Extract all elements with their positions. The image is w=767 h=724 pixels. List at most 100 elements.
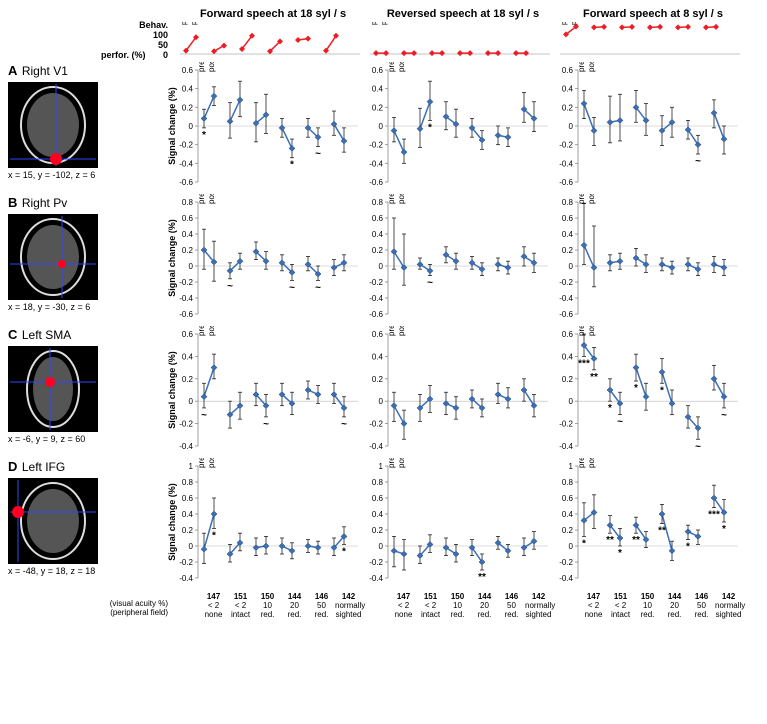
behavioral-row: Behav. perfor. (%) 100 50 0 prepost pre p… bbox=[8, 22, 759, 58]
region-row-C: C Left SMAx = -6, y = 9, z = 60Signal ch… bbox=[8, 326, 759, 454]
panel-title: Right Pv bbox=[22, 196, 67, 210]
svg-text:*: * bbox=[202, 130, 206, 141]
svg-text:~: ~ bbox=[289, 282, 295, 293]
svg-text:0.2: 0.2 bbox=[562, 375, 574, 384]
chart-C-3: -0.4-0.200.20.40.6******~**~~prepost bbox=[554, 326, 744, 454]
svg-text:0.4: 0.4 bbox=[182, 510, 194, 519]
svg-text:-0.6: -0.6 bbox=[179, 310, 193, 319]
chart-A-3: -0.6-0.4-0.200.20.40.6~prepost bbox=[554, 62, 744, 190]
col-header-1: Forward speech at 18 syl / s bbox=[178, 8, 368, 20]
svg-text:~: ~ bbox=[341, 419, 347, 430]
svg-text:0: 0 bbox=[189, 542, 194, 551]
participant-label: 151< 2intact bbox=[607, 592, 634, 619]
svg-text:0.2: 0.2 bbox=[372, 375, 384, 384]
svg-text:*: * bbox=[608, 403, 612, 414]
svg-text:pre: pre bbox=[577, 458, 586, 468]
svg-text:*: * bbox=[290, 160, 294, 171]
chart-D-1: Signal change (%)-0.4-0.200.20.40.60.81*… bbox=[174, 458, 364, 586]
coords-D: x = -48, y = 18, z = 18 bbox=[8, 566, 168, 576]
svg-text:pre: pre bbox=[197, 62, 206, 72]
panel-letter: D bbox=[8, 459, 17, 474]
svg-text:post: post bbox=[587, 458, 596, 468]
behav-label: Behav. perfor. (%) 100 50 0 bbox=[8, 20, 174, 60]
svg-text:0.8: 0.8 bbox=[182, 198, 194, 207]
svg-text:-0.2: -0.2 bbox=[369, 278, 383, 287]
svg-text:post: post bbox=[397, 326, 406, 336]
participant-label: 14420red. bbox=[471, 592, 498, 619]
chart-C-1: Signal change (%)-0.4-0.200.20.40.6~~~pr… bbox=[174, 326, 364, 454]
ylabel: Signal change (%) bbox=[167, 219, 177, 297]
svg-text:-0.4: -0.4 bbox=[559, 294, 573, 303]
chart-B-3: -0.6-0.4-0.200.20.40.60.8prepost bbox=[554, 194, 744, 322]
svg-text:-0.2: -0.2 bbox=[179, 558, 193, 567]
svg-text:-0.2: -0.2 bbox=[369, 141, 383, 150]
svg-text:pre: pre bbox=[371, 22, 378, 25]
svg-text:0.6: 0.6 bbox=[182, 330, 194, 339]
chart-B-1: Signal change (%)-0.6-0.4-0.200.20.40.60… bbox=[174, 194, 364, 322]
xaxis-cell-1: 147< 2none151< 2intact15010red.14420red.… bbox=[174, 592, 364, 619]
svg-text:-0.6: -0.6 bbox=[179, 178, 193, 187]
brain-thumb-A bbox=[8, 82, 98, 168]
svg-text:~: ~ bbox=[227, 281, 233, 292]
svg-text:pre: pre bbox=[387, 458, 396, 468]
svg-text:-0.6: -0.6 bbox=[369, 310, 383, 319]
participant-label: 15010red. bbox=[444, 592, 471, 619]
region-left-C: C Left SMAx = -6, y = 9, z = 60 bbox=[8, 326, 174, 454]
svg-text:-0.2: -0.2 bbox=[369, 558, 383, 567]
svg-text:1: 1 bbox=[189, 462, 194, 471]
chart-D-3: -0.4-0.200.20.40.60.81*************prepo… bbox=[554, 458, 744, 586]
svg-text:pre: pre bbox=[181, 22, 188, 25]
svg-text:-0.4: -0.4 bbox=[559, 442, 573, 451]
svg-text:post: post bbox=[587, 62, 596, 72]
coords-B: x = 18, y = -30, z = 6 bbox=[8, 302, 168, 312]
svg-text:post: post bbox=[397, 458, 406, 468]
svg-text:post: post bbox=[207, 194, 216, 204]
svg-text:~: ~ bbox=[263, 419, 269, 430]
svg-text:0.4: 0.4 bbox=[562, 230, 574, 239]
svg-text:0.2: 0.2 bbox=[182, 375, 194, 384]
svg-text:~: ~ bbox=[315, 282, 321, 293]
svg-text:~: ~ bbox=[721, 410, 727, 421]
svg-text:-0.2: -0.2 bbox=[369, 420, 383, 429]
participant-label: 147< 2none bbox=[580, 592, 607, 619]
svg-text:0.6: 0.6 bbox=[562, 214, 574, 223]
panel-title: Left IFG bbox=[22, 460, 65, 474]
svg-text:0.6: 0.6 bbox=[562, 330, 574, 339]
svg-text:0: 0 bbox=[189, 122, 194, 131]
svg-text:0: 0 bbox=[379, 122, 384, 131]
svg-text:post: post bbox=[207, 326, 216, 336]
svg-text:*: * bbox=[660, 385, 664, 396]
regions-container: A Right V1x = 15, y = -102, z = 6Signal … bbox=[8, 62, 759, 586]
participant-label: 151< 2intact bbox=[227, 592, 254, 619]
participant-label: 142normallysighted bbox=[525, 592, 552, 619]
svg-text:0.6: 0.6 bbox=[562, 66, 574, 75]
participant-label: 14420red. bbox=[661, 592, 688, 619]
svg-text:pre: pre bbox=[577, 326, 586, 336]
svg-text:-0.4: -0.4 bbox=[559, 574, 573, 583]
brain-thumb-C bbox=[8, 346, 98, 432]
svg-text:0.2: 0.2 bbox=[372, 103, 384, 112]
svg-text:post: post bbox=[397, 194, 406, 204]
svg-text:0: 0 bbox=[569, 262, 574, 271]
brain-thumb-B bbox=[8, 214, 98, 300]
svg-text:**: ** bbox=[478, 572, 486, 583]
svg-text:~: ~ bbox=[617, 417, 623, 428]
xaxis-cell-3: 147< 2none151< 2intact15010red.14420red.… bbox=[554, 592, 744, 619]
chart-C-2: -0.4-0.200.20.40.6prepost bbox=[364, 326, 554, 454]
xaxis-cell-2: 147< 2none151< 2intact15010red.14420red.… bbox=[364, 592, 554, 619]
svg-text:post: post bbox=[207, 458, 216, 468]
xaxis-row: 147< 2none151< 2intact15010red.14420red.… bbox=[174, 592, 744, 619]
panel-title: Left SMA bbox=[22, 328, 71, 342]
svg-text:0.6: 0.6 bbox=[372, 66, 384, 75]
participant-label: 14650red. bbox=[688, 592, 715, 619]
svg-text:0.8: 0.8 bbox=[372, 478, 384, 487]
svg-text:0.8: 0.8 bbox=[562, 198, 574, 207]
panel-title: Right V1 bbox=[22, 64, 68, 78]
behav-cell-2: prepost bbox=[364, 22, 554, 58]
svg-text:**: ** bbox=[606, 535, 614, 546]
svg-text:0.4: 0.4 bbox=[182, 352, 194, 361]
svg-text:post: post bbox=[397, 62, 406, 72]
svg-text:pre: pre bbox=[387, 326, 396, 336]
svg-text:-0.6: -0.6 bbox=[369, 178, 383, 187]
svg-text:0: 0 bbox=[379, 542, 384, 551]
